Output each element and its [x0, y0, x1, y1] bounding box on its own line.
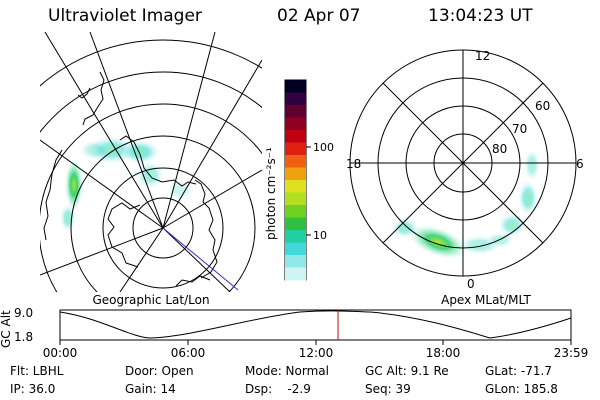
colorbar-band	[285, 255, 306, 268]
apex-map: 12 0 18 6 60 70 80	[346, 49, 584, 291]
colorbar-band	[285, 267, 306, 281]
geographic-panel-label: Geographic Lat/Lon	[92, 293, 209, 307]
apex-panel-label: Apex MLat/MLT	[441, 293, 531, 307]
dsp-readout: Dsp: -2.9	[245, 382, 311, 396]
gc-alt-readout: GC Alt: 9.1 Re	[365, 364, 449, 378]
date-label: 02 Apr 07	[277, 6, 361, 26]
mlat-label-60: 60	[535, 99, 550, 113]
mlt-label-18: 18	[346, 157, 361, 171]
colorbar-tick-100: 100	[313, 141, 334, 154]
colorbar-band	[285, 180, 306, 193]
alt-xtick-1800: 18:00	[426, 346, 461, 360]
alt-ytick-9: 9.0	[14, 306, 33, 320]
geo-aurora	[60, 136, 194, 232]
geo-coastlines	[43, 71, 218, 287]
colorbar-band	[285, 242, 306, 256]
instrument-title: Ultraviolet Imager	[48, 6, 202, 26]
time-label: 13:04:23 UT	[428, 6, 533, 26]
mlat-label-80: 80	[492, 142, 507, 156]
alt-xtick-0000: 00:00	[43, 346, 78, 360]
alt-xtick-0600: 06:00	[171, 346, 206, 360]
colorbar-band	[285, 80, 306, 93]
colorbar-band	[285, 192, 306, 206]
filter-readout: Flt: LBHL	[10, 364, 64, 378]
alt-xtick-2359: 23:59	[554, 346, 589, 360]
alt-xtick-1200: 12:00	[299, 346, 334, 360]
mlt-label-12: 12	[475, 49, 490, 63]
ip-readout: IP: 36.0	[10, 382, 56, 396]
colorbar-band	[285, 105, 306, 118]
colorbar: 100 10 photon cm⁻²s⁻¹	[264, 79, 334, 281]
colorbar-tick-10: 10	[313, 229, 327, 242]
orbit-track	[162, 227, 239, 291]
alt-ylabel: GC Alt	[0, 310, 13, 348]
geographic-map	[40, 32, 262, 292]
geo-lat-circles	[40, 39, 262, 292]
glat-readout: GLat: -71.7	[485, 364, 552, 378]
colorbar-band	[285, 155, 306, 168]
colorbar-band	[285, 142, 306, 156]
mode-readout: Mode: Normal	[245, 364, 329, 378]
colorbar-band	[285, 217, 306, 231]
colorbar-band	[285, 130, 306, 143]
geo-meridians	[40, 32, 262, 292]
colorbar-band	[285, 230, 306, 243]
altitude-curve	[59, 310, 572, 339]
colorbar-band	[285, 205, 306, 218]
alt-ytick-1-8: 1.8	[14, 330, 33, 344]
colorbar-unit-label: photon cm⁻²s⁻¹	[264, 147, 278, 240]
altitude-plot: 9.0 1.8 GC Alt 00:00 06:00 12:00 18:00 2…	[0, 306, 588, 360]
mlt-label-6: 6	[576, 157, 584, 171]
seq-readout: Seq: 39	[365, 382, 411, 396]
glon-readout: GLon: 185.8	[485, 382, 558, 396]
door-readout: Door: Open	[125, 364, 194, 378]
colorbar-band	[285, 167, 306, 181]
gain-readout: Gain: 14	[125, 382, 176, 396]
colorbar-band	[285, 117, 306, 131]
colorbar-band	[285, 92, 306, 106]
mlt-label-0: 0	[467, 277, 475, 291]
mlat-label-70: 70	[512, 122, 527, 136]
